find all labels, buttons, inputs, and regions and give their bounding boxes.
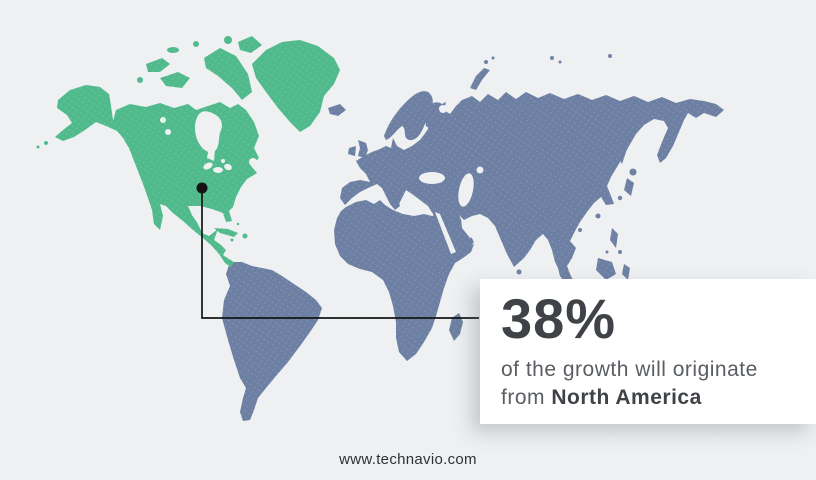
callout-card: 38% of the growth will originate from No… (480, 279, 816, 424)
website-url: www.technavio.com (339, 451, 477, 468)
stat-value: 38% (501, 287, 617, 350)
leader-line (201, 189, 479, 319)
stat-description-line2: from North America (501, 384, 816, 412)
map-marker-dot (196, 182, 208, 194)
stat-description-line1: of the growth will originate (501, 358, 758, 381)
stat-description-prefix: from (501, 386, 552, 409)
highlighted-region-name: North America (551, 386, 702, 409)
